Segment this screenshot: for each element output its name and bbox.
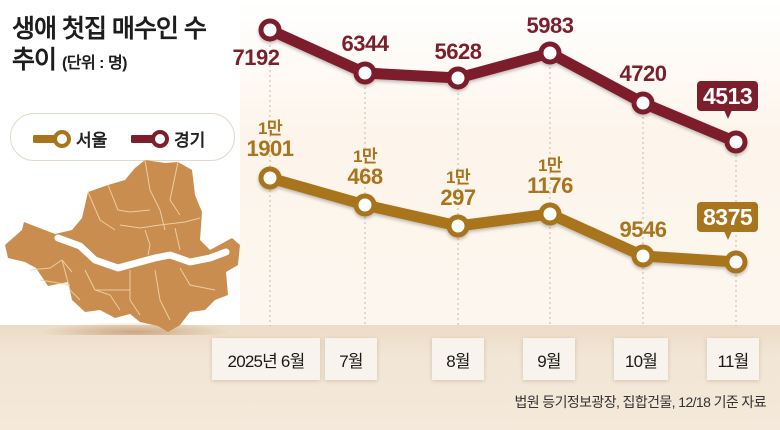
gyeonggi-value-label: 6344 (341, 31, 389, 56)
gyeonggi-line-marker-icon (131, 129, 169, 148)
x-axis-label: 10월 (614, 338, 668, 380)
series-seoul (258, 166, 748, 274)
x-axis-label: 11월 (707, 338, 759, 380)
x-axis-label: 2025년 6월 (212, 338, 320, 380)
x-axis-label: 8월 (432, 338, 484, 380)
legend-item-gyeonggi: 경기 (131, 126, 205, 151)
gyeonggi-value-label: 5983 (526, 13, 574, 38)
seoul-value-label: 1만 1901 (246, 119, 294, 161)
chart-title: 생애 첫집 매수인 수 추이 (단위 : 명) (12, 14, 207, 79)
gyeonggi-value-label: 4720 (619, 61, 667, 86)
seoul-map-icon (5, 159, 240, 335)
series-gyeonggi (258, 18, 748, 154)
seoul-value-label: 1만 468 (347, 147, 383, 189)
unit-label: (단위 : 명) (61, 55, 128, 72)
gyeonggi-last-value-callout: 4513 (697, 81, 759, 119)
legend-label-seoul: 서울 (76, 131, 108, 150)
x-axis-label: 7월 (325, 338, 377, 380)
x-axis-label: 9월 (523, 338, 575, 380)
legend: 서울 경기 (10, 113, 235, 161)
legend-label-gyeonggi: 경기 (174, 131, 206, 150)
gyeonggi-value-label: 5628 (434, 39, 482, 64)
seoul-value-label: 1만 297 (440, 168, 476, 210)
seoul-value-label: 1만 1176 (527, 156, 573, 198)
seoul-line-marker-icon (33, 129, 71, 148)
legend-item-seoul: 서울 (33, 126, 107, 151)
title-line2: 추이 (12, 46, 57, 74)
source-note: 법원 등기정보광장, 집합건물, 12/18 기준 자료 (514, 394, 766, 410)
title-line1: 생애 첫집 매수인 수 (12, 15, 207, 43)
seoul-last-value-callout: 8375 (697, 202, 759, 240)
gyeonggi-value-label: 7192 (232, 45, 280, 70)
seoul-value-label: 9546 (619, 217, 667, 242)
